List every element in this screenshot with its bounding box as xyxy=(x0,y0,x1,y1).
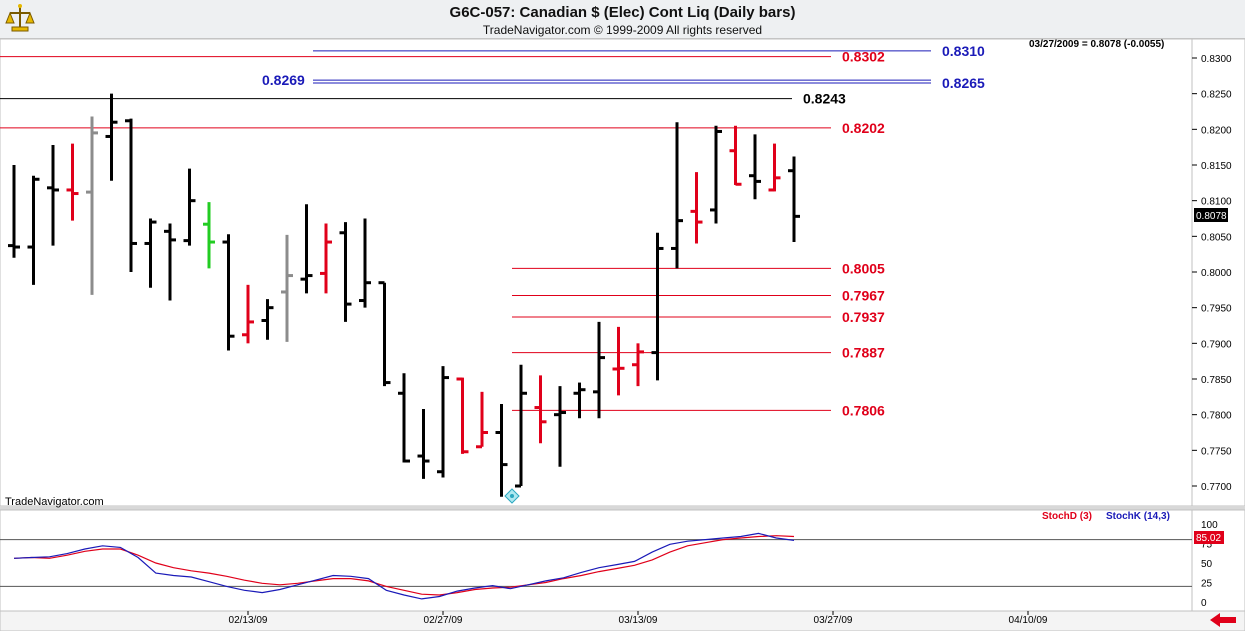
date-tick-label: 04/10/09 xyxy=(1009,615,1048,626)
indicator-pane xyxy=(0,509,1193,612)
info-readout: 03/27/2009 = 0.8078 (-0.0055) xyxy=(1029,39,1164,50)
price-tick-label: 0.7850 xyxy=(1201,375,1232,386)
ohlc-bar[interactable] xyxy=(183,168,196,246)
ohlc-bar[interactable] xyxy=(515,364,527,488)
level-label-0.8243: 0.8243 xyxy=(803,91,846,107)
ohlc-bar[interactable] xyxy=(125,118,137,272)
price-tick-label: 0.8250 xyxy=(1201,90,1232,101)
stoch-value-label: 85.02 xyxy=(1196,533,1221,544)
stoch-tick-label: 50 xyxy=(1201,559,1213,570)
level-label-0.7967: 0.7967 xyxy=(842,288,885,304)
ohlc-bar[interactable] xyxy=(417,408,430,479)
ohlc-bar[interactable] xyxy=(554,386,566,467)
level-label-0.8202: 0.8202 xyxy=(842,120,885,136)
price-tick-label: 0.8150 xyxy=(1201,161,1232,172)
stoch-line-stochk xyxy=(13,532,795,600)
price-tick-label: 0.7700 xyxy=(1201,482,1232,493)
watermark: TradeNavigator.com xyxy=(5,496,104,508)
ohlc-bar[interactable] xyxy=(476,391,488,449)
ohlc-bar[interactable] xyxy=(47,145,59,246)
title-bar: G6C-057: Canadian $ (Elec) Cont Liq (Dai… xyxy=(0,0,1245,39)
price-tick-label: 0.8100 xyxy=(1201,197,1232,208)
ohlc-bar[interactable] xyxy=(203,202,215,269)
level-label-0.7806: 0.7806 xyxy=(842,402,885,418)
indicator-axis-panel xyxy=(1191,509,1245,612)
stoch-tick-label: 75 xyxy=(1201,540,1213,551)
price-tick-label: 0.8000 xyxy=(1201,268,1232,279)
level-label-0.8310: 0.8310 xyxy=(942,43,985,59)
ohlc-bar[interactable] xyxy=(749,134,761,200)
date-tick-label: 02/13/09 xyxy=(229,615,268,626)
stoch-line-stochd xyxy=(13,535,795,596)
chart-title: G6C-057: Canadian $ (Elec) Cont Liq (Dai… xyxy=(449,4,796,21)
price-tick-label: 0.7900 xyxy=(1201,339,1232,350)
ohlc-bar[interactable] xyxy=(788,156,800,243)
ohlc-bar[interactable] xyxy=(456,377,469,454)
price-tick-label: 0.8300 xyxy=(1201,54,1232,65)
ohlc-bar[interactable] xyxy=(593,321,605,419)
ohlc-bar[interactable] xyxy=(261,299,274,340)
ohlc-bar[interactable] xyxy=(339,222,352,322)
ohlc-bar[interactable] xyxy=(144,218,157,288)
ohlc-bar[interactable] xyxy=(398,373,410,463)
trade-navigator-logo-icon xyxy=(5,4,35,32)
price-tick-label: 0.7950 xyxy=(1201,304,1232,315)
ohlc-bar[interactable] xyxy=(710,125,722,224)
level-label-0.7937: 0.7937 xyxy=(842,309,885,325)
stoch-tick-label: 0 xyxy=(1201,598,1207,609)
last-price-label: 0.8078 xyxy=(1196,211,1227,222)
stoch-tick-label: 100 xyxy=(1201,520,1218,531)
ohlc-bar[interactable] xyxy=(437,366,449,478)
price-tick-label: 0.7800 xyxy=(1201,411,1232,422)
price-pane xyxy=(0,38,1193,507)
price-tick-label: 0.8200 xyxy=(1201,125,1232,136)
ohlc-bar[interactable] xyxy=(632,343,644,387)
ohlc-bar[interactable] xyxy=(66,143,79,221)
level-label-0.8005: 0.8005 xyxy=(842,260,885,276)
ohlc-bar[interactable] xyxy=(690,172,703,244)
stoch-value-tag xyxy=(1194,531,1224,544)
level-label-0.7887: 0.7887 xyxy=(842,345,885,361)
scroll-back-arrow-icon[interactable] xyxy=(1208,611,1238,629)
price-tick-label: 0.8050 xyxy=(1201,232,1232,243)
pane-separator xyxy=(0,506,1245,510)
date-tick-label: 03/13/09 xyxy=(619,615,658,626)
ohlc-bar[interactable] xyxy=(768,143,781,192)
ohlc-bar[interactable] xyxy=(573,382,586,419)
level-label-0.8269: 0.8269 xyxy=(262,72,305,88)
ohlc-bar[interactable] xyxy=(8,165,20,258)
date-axis xyxy=(0,610,1245,631)
ohlc-bar[interactable] xyxy=(105,93,118,181)
date-tick-label: 02/27/09 xyxy=(424,615,463,626)
ohlc-bar[interactable] xyxy=(300,204,313,294)
ohlc-bar[interactable] xyxy=(359,218,371,308)
ohlc-bar[interactable] xyxy=(164,223,176,301)
ohlc-bar[interactable] xyxy=(27,175,40,285)
ohlc-bar[interactable] xyxy=(86,116,98,295)
price-tick-label: 0.7750 xyxy=(1201,446,1232,457)
date-tick-label: 03/27/09 xyxy=(814,615,853,626)
ohlc-bar[interactable] xyxy=(671,122,683,269)
legend-stochk: StochK (14,3) xyxy=(1106,511,1170,522)
ohlc-bar[interactable] xyxy=(651,232,664,381)
level-label-0.8265: 0.8265 xyxy=(942,75,985,91)
price-axis-panel xyxy=(1191,38,1245,507)
ohlc-bar[interactable] xyxy=(495,403,508,497)
ohlc-bar[interactable] xyxy=(612,326,625,396)
stoch-tick-label: 25 xyxy=(1201,579,1213,590)
ohlc-bar[interactable] xyxy=(534,375,547,444)
ohlc-bar[interactable] xyxy=(242,284,254,344)
legend-stochd: StochD (3) xyxy=(1042,511,1092,522)
level-label-0.8302: 0.8302 xyxy=(842,49,885,65)
copyright-subtitle: TradeNavigator.com © 1999-2009 All right… xyxy=(482,23,763,37)
ohlc-bar[interactable] xyxy=(222,234,235,351)
low-marker-icon[interactable] xyxy=(504,488,520,504)
ohlc-bar[interactable] xyxy=(320,223,332,294)
ohlc-bar[interactable] xyxy=(281,234,293,342)
ohlc-bar[interactable] xyxy=(729,125,742,186)
ohlc-bar[interactable] xyxy=(378,281,391,387)
last-price-tag xyxy=(1194,208,1228,222)
